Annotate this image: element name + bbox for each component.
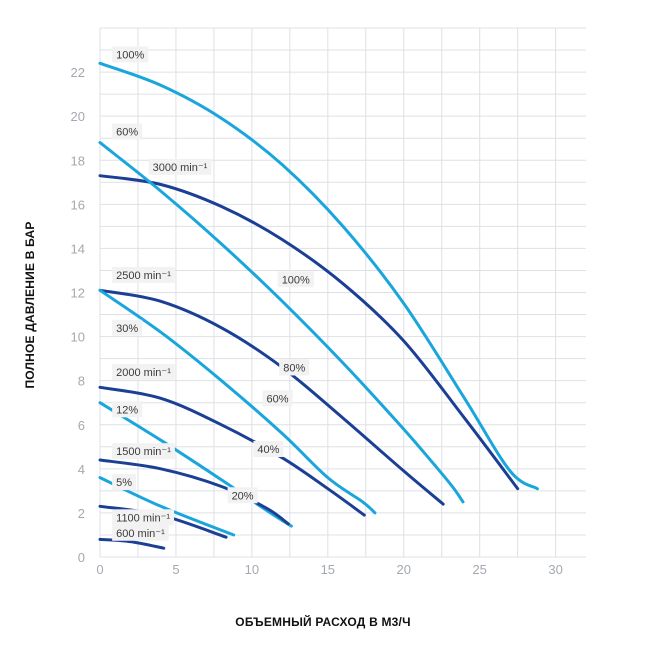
curve-label-background bbox=[112, 443, 175, 460]
grid bbox=[99, 27, 586, 558]
curve-label-text: 1100 min⁻¹ bbox=[116, 512, 170, 524]
y-tick-label: 10 bbox=[71, 330, 85, 345]
curve-line bbox=[98, 141, 465, 504]
curve-label-background bbox=[112, 319, 143, 336]
curve-label-text: 100% bbox=[116, 49, 144, 61]
curve-label-background bbox=[112, 509, 175, 526]
x-tick-labels: 0 5 10 15 20 25 30 bbox=[96, 562, 562, 577]
curve-line bbox=[98, 537, 166, 550]
curve-label: 60% bbox=[262, 390, 293, 407]
curve-line bbox=[98, 401, 293, 528]
curve-label: 80% bbox=[279, 359, 310, 376]
curve-label-text: 2500 min⁻¹ bbox=[116, 270, 171, 282]
curve-label: 2500 min⁻¹ bbox=[112, 266, 175, 283]
curve-label: 12% bbox=[112, 401, 143, 418]
curve-label: 1500 min⁻¹ bbox=[112, 443, 175, 460]
curve-label: 2000 min⁻¹ bbox=[112, 363, 175, 380]
curve-label-background bbox=[279, 359, 310, 376]
y-tick-label: 12 bbox=[71, 286, 85, 301]
curve-label-background bbox=[112, 474, 137, 491]
x-tick-label: 0 bbox=[96, 562, 103, 577]
y-tick-label: 8 bbox=[78, 374, 85, 389]
curve-label: 20% bbox=[227, 487, 258, 504]
curve-label-background bbox=[112, 123, 143, 140]
curve-label-text: 60% bbox=[116, 127, 138, 139]
curve-label: 100% bbox=[112, 46, 149, 63]
y-tick-labels: 0 2 4 6 8 10 12 14 16 18 20 22 bbox=[71, 65, 85, 565]
curve-label-text: 1500 min⁻¹ bbox=[116, 446, 171, 458]
curve-line bbox=[98, 458, 290, 526]
x-tick-label: 10 bbox=[245, 562, 259, 577]
curve-label-text: 2000 min⁻¹ bbox=[116, 367, 171, 379]
curve-label-text: 40% bbox=[257, 444, 279, 456]
curve-line bbox=[98, 385, 366, 517]
curve-label-background bbox=[112, 363, 175, 380]
curve-labels: 100% 60% 3000 min⁻¹ 100% 2500 min⁻¹ 30% 80% 200… bbox=[112, 46, 314, 541]
x-axis-title: ОБЪЕМНЫЙ РАСХОД В М3/Ч bbox=[235, 614, 410, 629]
x-tick-label: 5 bbox=[172, 562, 179, 577]
curve-label-background bbox=[112, 401, 143, 418]
curves bbox=[98, 61, 539, 550]
curve-label-text: 20% bbox=[232, 490, 254, 502]
curve-label-text: 80% bbox=[283, 362, 305, 374]
curve-label-background bbox=[262, 390, 293, 407]
y-tick-label: 0 bbox=[78, 550, 85, 565]
y-tick-label: 4 bbox=[78, 462, 85, 477]
curve-label-text: 12% bbox=[116, 404, 138, 416]
x-tick-label: 25 bbox=[472, 562, 486, 577]
curve-label: 40% bbox=[253, 440, 284, 457]
curve-label-text: 100% bbox=[282, 274, 310, 286]
y-tick-label: 22 bbox=[71, 65, 85, 80]
curve-line bbox=[98, 61, 539, 491]
curve-label-text: 30% bbox=[116, 323, 138, 335]
curve-label: 5% bbox=[112, 474, 137, 491]
x-tick-label: 15 bbox=[321, 562, 335, 577]
curve-label: 100% bbox=[277, 271, 314, 288]
y-tick-label: 2 bbox=[78, 506, 85, 521]
y-tick-label: 16 bbox=[71, 197, 85, 212]
curve-label-background bbox=[253, 440, 284, 457]
y-axis-title: ПОЛНОЕ ДАВЛЕНИЕ В БАР bbox=[23, 221, 37, 388]
curve-label-text: 5% bbox=[116, 477, 132, 489]
curve-label-background bbox=[277, 271, 314, 288]
x-tick-label: 30 bbox=[548, 562, 562, 577]
curve-line bbox=[98, 288, 377, 515]
curve-label-background bbox=[148, 158, 212, 175]
curve-label-background bbox=[227, 487, 258, 504]
x-tick-label: 20 bbox=[397, 562, 411, 577]
curve-label: 60% bbox=[112, 123, 143, 140]
curve-label: 3000 min⁻¹ bbox=[148, 158, 212, 175]
y-tick-label: 6 bbox=[78, 418, 85, 433]
curve-label-text: 60% bbox=[267, 393, 289, 405]
y-tick-label: 20 bbox=[71, 109, 85, 124]
curve-label-background bbox=[112, 46, 149, 63]
curve-label: 30% bbox=[112, 319, 143, 336]
curve-line bbox=[98, 174, 520, 491]
curve-label-text: 3000 min⁻¹ bbox=[153, 162, 208, 174]
curve-label-text: 600 min⁻¹ bbox=[116, 528, 165, 540]
y-tick-label: 18 bbox=[71, 153, 85, 168]
curve-label-background bbox=[112, 266, 175, 283]
y-tick-label: 14 bbox=[71, 241, 85, 256]
curve-label-background bbox=[112, 524, 169, 541]
curve-label: 600 min⁻¹ bbox=[112, 524, 169, 541]
curve-label: 1100 min⁻¹ bbox=[112, 509, 175, 526]
